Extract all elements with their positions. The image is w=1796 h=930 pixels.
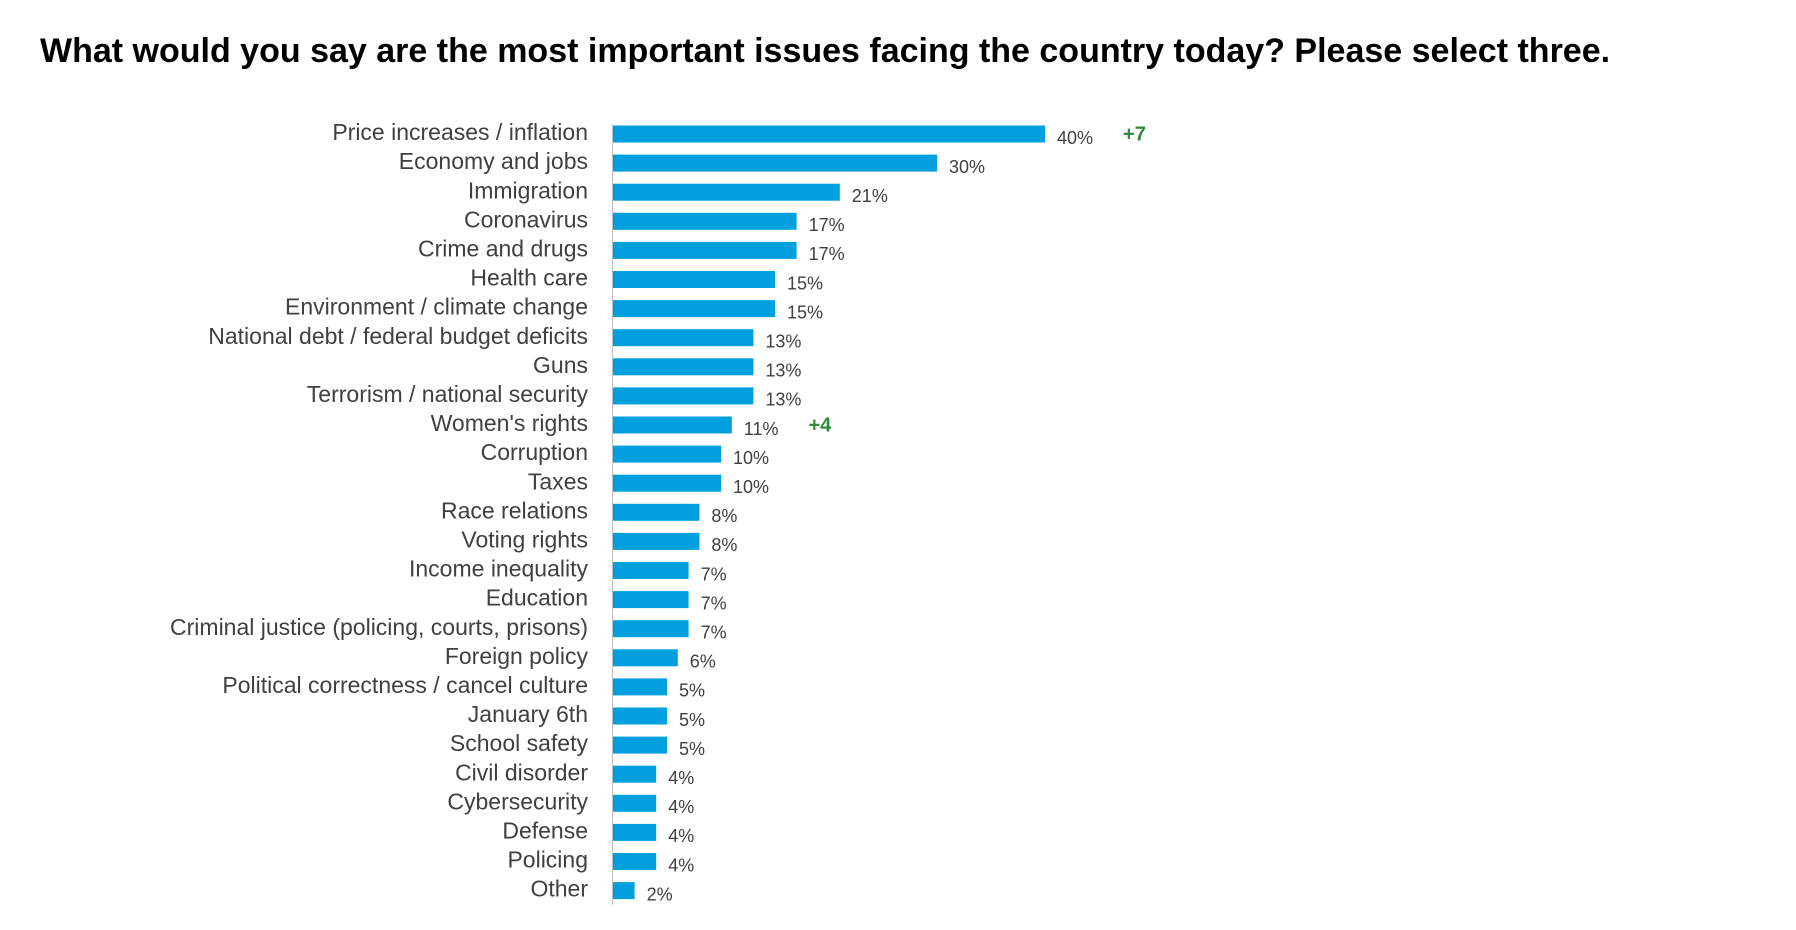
bar [613, 562, 689, 579]
category-label: Taxes [528, 468, 588, 494]
bar [613, 649, 678, 667]
category-label: Foreign policy [445, 643, 589, 669]
bar [613, 503, 700, 521]
data-label: 30% [949, 157, 985, 177]
category-label: Political correctness / cancel culture [222, 672, 588, 698]
bar [613, 620, 689, 638]
data-label: 17% [809, 244, 845, 264]
data-label: 4% [668, 768, 694, 788]
data-label: 2% [647, 884, 673, 904]
category-label: Defense [502, 817, 588, 843]
bar [613, 154, 937, 172]
data-label: 8% [711, 535, 737, 555]
bar [613, 765, 657, 783]
category-label: Immigration [468, 177, 588, 203]
data-label: 13% [765, 390, 801, 410]
category-label: Policing [507, 847, 588, 873]
data-label: 7% [701, 564, 727, 584]
category-label: Terrorism / national security [307, 381, 589, 407]
category-label: Voting rights [461, 526, 588, 552]
bar [613, 329, 754, 347]
category-label: School safety [450, 730, 589, 756]
bar [613, 853, 657, 870]
data-label: 4% [668, 826, 694, 846]
category-label: Economy and jobs [399, 148, 588, 174]
category-label: Guns [533, 352, 588, 378]
data-label: 7% [701, 593, 727, 613]
category-label: Income inequality [409, 556, 588, 582]
data-label: 11% [744, 419, 779, 439]
data-label: 6% [690, 652, 716, 672]
data-label: 5% [679, 739, 705, 759]
data-label: 4% [668, 797, 694, 817]
data-label: 4% [668, 855, 694, 875]
data-label: 7% [701, 622, 727, 642]
category-label: Women's rights [431, 410, 588, 436]
bar [613, 125, 1045, 143]
data-label: 13% [765, 331, 801, 351]
change-annotation: +7 [1123, 123, 1146, 145]
data-label: 17% [809, 215, 845, 235]
category-label: Environment / climate change [285, 294, 588, 320]
data-label: 10% [733, 477, 769, 497]
bar [613, 532, 700, 550]
bar [613, 823, 657, 841]
data-label: 21% [852, 186, 888, 206]
category-label: National debt / federal budget deficits [208, 323, 588, 349]
chart-title: What would you say are the most importan… [40, 32, 1611, 70]
bar [613, 212, 797, 230]
category-label: Cybersecurity [447, 788, 588, 814]
bar [613, 358, 754, 376]
bar [613, 445, 721, 463]
bar [613, 241, 797, 259]
data-label: 13% [765, 361, 801, 381]
category-label: January 6th [468, 701, 588, 727]
category-label: Education [486, 585, 588, 611]
data-label: 15% [787, 302, 823, 322]
data-label: 8% [711, 506, 737, 526]
bar [613, 387, 754, 405]
category-label: Corruption [481, 439, 588, 465]
change-annotation: +4 [809, 414, 833, 436]
bar [613, 300, 775, 318]
category-label: Other [530, 876, 588, 902]
bar [613, 416, 732, 434]
bar [613, 794, 657, 812]
category-label: Coronavirus [464, 206, 588, 232]
data-label: 15% [787, 273, 823, 293]
data-label: 40% [1057, 128, 1093, 148]
category-label: Criminal justice (policing, courts, pris… [170, 614, 588, 640]
bar [613, 882, 635, 900]
category-label: Civil disorder [455, 759, 588, 785]
category-label: Health care [470, 265, 588, 291]
bar [613, 707, 667, 725]
bar [613, 474, 721, 492]
bar [613, 736, 667, 754]
category-label: Race relations [441, 497, 588, 523]
bar [613, 591, 689, 609]
category-label: Price increases / inflation [332, 119, 588, 145]
data-label: 5% [679, 710, 705, 730]
data-label: 5% [679, 681, 705, 701]
bar [613, 183, 840, 201]
bar [613, 678, 667, 696]
bar [613, 271, 775, 288]
data-label: 10% [733, 448, 769, 468]
category-label: Crime and drugs [418, 235, 588, 261]
